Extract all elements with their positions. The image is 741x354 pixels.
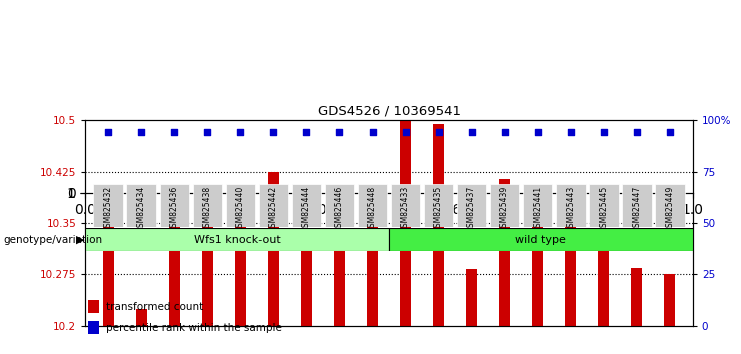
- Point: [102, 129, 114, 135]
- Bar: [268, 172, 279, 326]
- Bar: [235, 222, 246, 326]
- Text: GSM825449: GSM825449: [665, 186, 674, 233]
- Bar: [367, 227, 379, 326]
- Text: wild type: wild type: [516, 235, 566, 245]
- FancyBboxPatch shape: [259, 184, 288, 227]
- Text: GSM825440: GSM825440: [236, 186, 245, 233]
- FancyBboxPatch shape: [292, 184, 322, 227]
- Point: [631, 129, 642, 135]
- Text: GSM825447: GSM825447: [632, 186, 641, 233]
- Point: [136, 129, 147, 135]
- Text: genotype/variation: genotype/variation: [4, 235, 103, 245]
- Bar: [333, 240, 345, 326]
- Text: GSM825441: GSM825441: [533, 186, 542, 232]
- Point: [532, 129, 544, 135]
- Bar: [169, 219, 180, 326]
- Bar: [399, 120, 411, 326]
- Bar: [598, 240, 609, 326]
- FancyBboxPatch shape: [589, 184, 619, 227]
- Bar: [88, 300, 99, 313]
- Point: [301, 129, 313, 135]
- Point: [367, 129, 379, 135]
- Bar: [466, 269, 477, 326]
- Bar: [102, 192, 114, 326]
- Point: [565, 129, 576, 135]
- FancyBboxPatch shape: [193, 184, 222, 227]
- Point: [499, 129, 511, 135]
- Text: percentile rank within the sample: percentile rank within the sample: [107, 323, 282, 333]
- Text: transformed count: transformed count: [107, 302, 204, 312]
- Text: GSM825445: GSM825445: [599, 186, 608, 233]
- FancyBboxPatch shape: [389, 228, 693, 251]
- Text: GSM825446: GSM825446: [335, 186, 344, 233]
- Text: GSM825439: GSM825439: [500, 186, 509, 233]
- Bar: [301, 233, 312, 326]
- FancyBboxPatch shape: [424, 184, 453, 227]
- FancyBboxPatch shape: [622, 184, 651, 227]
- Text: GSM825444: GSM825444: [302, 186, 311, 233]
- Bar: [136, 309, 147, 326]
- Text: GSM825435: GSM825435: [434, 186, 443, 233]
- Bar: [499, 178, 511, 326]
- FancyBboxPatch shape: [490, 184, 519, 227]
- FancyBboxPatch shape: [456, 184, 486, 227]
- FancyBboxPatch shape: [325, 184, 354, 227]
- Text: GSM825436: GSM825436: [170, 186, 179, 233]
- Bar: [631, 268, 642, 326]
- Point: [202, 129, 213, 135]
- FancyBboxPatch shape: [358, 184, 388, 227]
- FancyBboxPatch shape: [225, 184, 256, 227]
- FancyBboxPatch shape: [391, 184, 420, 227]
- FancyBboxPatch shape: [655, 184, 685, 227]
- Bar: [532, 227, 543, 326]
- Text: Wfs1 knock-out: Wfs1 knock-out: [193, 235, 281, 245]
- Bar: [88, 321, 99, 334]
- Text: GSM825438: GSM825438: [203, 186, 212, 232]
- Text: ▶: ▶: [76, 235, 84, 245]
- FancyBboxPatch shape: [159, 184, 189, 227]
- Point: [168, 129, 180, 135]
- Text: GSM825437: GSM825437: [467, 186, 476, 233]
- Text: GSM825432: GSM825432: [104, 186, 113, 232]
- Point: [399, 129, 411, 135]
- Point: [433, 129, 445, 135]
- Point: [333, 129, 345, 135]
- Bar: [664, 274, 676, 326]
- FancyBboxPatch shape: [556, 184, 585, 227]
- Point: [664, 129, 676, 135]
- FancyBboxPatch shape: [127, 184, 156, 227]
- Point: [465, 129, 477, 135]
- Text: GSM825442: GSM825442: [269, 186, 278, 232]
- Point: [268, 129, 279, 135]
- FancyBboxPatch shape: [93, 184, 123, 227]
- Point: [598, 129, 610, 135]
- Text: GSM825433: GSM825433: [401, 186, 410, 233]
- Text: GSM825434: GSM825434: [137, 186, 146, 233]
- Bar: [433, 124, 445, 326]
- Text: GSM825443: GSM825443: [566, 186, 575, 233]
- Bar: [565, 222, 576, 326]
- Title: GDS4526 / 10369541: GDS4526 / 10369541: [318, 105, 460, 118]
- Bar: [202, 215, 213, 326]
- Point: [234, 129, 246, 135]
- FancyBboxPatch shape: [522, 184, 553, 227]
- Text: GSM825448: GSM825448: [368, 186, 377, 232]
- FancyBboxPatch shape: [85, 228, 389, 251]
